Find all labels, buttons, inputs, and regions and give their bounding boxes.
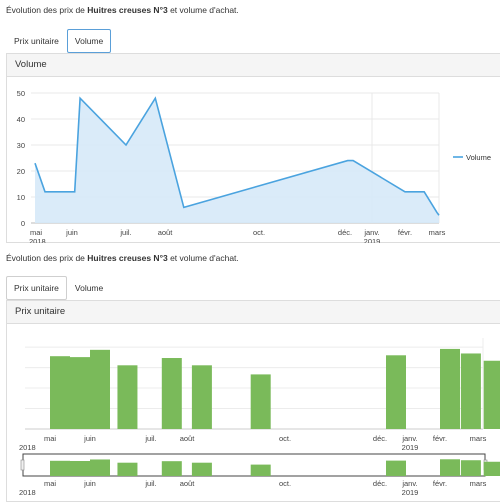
navigator-tick-label: juil.	[144, 479, 156, 488]
y-tick-label: 50	[17, 89, 25, 98]
navigator-bar	[250, 464, 271, 476]
year-label: 2019	[364, 237, 381, 243]
year-label: 2018	[19, 443, 36, 452]
year-label: 2018	[29, 237, 46, 243]
panel-title: Prix unitaire	[7, 301, 500, 324]
x-tick-label: juil.	[144, 434, 156, 443]
y-tick-label: 30	[17, 141, 25, 150]
chart-caption: Évolution des prix de Huitres creuses N°…	[6, 5, 239, 15]
tab-prix-unitaire[interactable]: Prix unitaire	[6, 276, 67, 300]
navigator-bar	[440, 459, 460, 476]
volume-line	[34, 96, 440, 216]
tab-prix-unitaire[interactable]: Prix unitaire	[14, 36, 59, 46]
chart-tabs: Prix unitaire Volume	[6, 29, 112, 53]
tab-volume[interactable]: Volume	[66, 29, 112, 53]
navigator-tick-label: mars	[470, 479, 487, 488]
navigator-tick-label: déc.	[373, 479, 387, 488]
navigator-bar	[460, 460, 481, 476]
panel-title: Volume	[7, 54, 500, 77]
volume-chart: 0 10 20 30 40 50 mai juin juil. août oct. déc. janv.…	[17, 89, 491, 243]
x-tick-label: déc.	[338, 228, 352, 237]
x-tick-label: août	[158, 228, 174, 237]
price-chart: mai juin juil. août oct. déc. janv. févr. mars 20…	[19, 338, 500, 497]
y-tick-label: 0	[21, 219, 25, 228]
y-tick-label: 10	[17, 193, 25, 202]
price-bar	[50, 356, 70, 429]
navigator-bar	[90, 459, 110, 476]
navigator-tick-label: janv.	[401, 479, 417, 488]
navigator-tick-label: févr.	[433, 479, 447, 488]
price-bar	[90, 349, 110, 429]
price-bar	[483, 360, 500, 429]
navigator-tick-label: oct.	[279, 479, 291, 488]
x-tick-label: oct.	[279, 434, 291, 443]
price-bar	[440, 348, 460, 429]
navigator-bar	[117, 462, 138, 476]
chart-tabs: Prix unitaire Volume	[6, 276, 111, 300]
chart-caption: Évolution des prix de Huitres creuses N°…	[6, 253, 239, 263]
x-tick-label: oct.	[253, 228, 265, 237]
price-bar	[386, 355, 406, 429]
x-tick-label: déc.	[373, 434, 387, 443]
x-tick-label: mai	[30, 228, 42, 237]
price-bar	[250, 374, 271, 429]
navigator-bar	[386, 460, 406, 476]
x-tick-label: juin	[83, 434, 96, 443]
navigator-bar	[70, 460, 90, 476]
legend-label: Volume	[466, 153, 491, 162]
price-bar	[70, 357, 90, 429]
x-tick-label: août	[180, 434, 196, 443]
volume-panel: Volume 0 10 20 30 40 50 mai juin juil. août oct. dé…	[6, 53, 500, 243]
y-tick-label: 40	[17, 115, 25, 124]
x-tick-label: févr.	[398, 228, 412, 237]
year-label: 2018	[19, 488, 36, 497]
y-tick-label: 20	[17, 167, 25, 176]
navigator-tick-label: juin	[83, 479, 96, 488]
navigator-bar	[161, 461, 182, 476]
volume-area	[35, 98, 439, 223]
price-panel: Prix unitaire mai juin juil. août oct. déc. ja…	[6, 300, 500, 502]
x-tick-label: janv.	[363, 228, 379, 237]
year-label: 2019	[402, 443, 419, 452]
price-bar	[460, 353, 481, 429]
price-bar	[191, 365, 212, 429]
price-bar	[161, 358, 182, 429]
x-tick-label: janv.	[401, 434, 417, 443]
x-tick-label: mai	[44, 434, 56, 443]
navigator-tick-label: août	[180, 479, 196, 488]
x-tick-label: juin	[65, 228, 78, 237]
navigator-handle-left	[20, 459, 25, 471]
navigator-tick-label: mai	[44, 479, 56, 488]
price-bar	[117, 365, 138, 429]
x-tick-label: mars	[470, 434, 487, 443]
x-tick-label: juil.	[119, 228, 131, 237]
x-tick-label: mars	[429, 228, 446, 237]
navigator-bar	[191, 462, 212, 476]
x-tick-label: févr.	[433, 434, 447, 443]
tab-volume[interactable]: Volume	[74, 283, 104, 293]
navigator-bar	[483, 461, 500, 476]
year-label: 2019	[402, 488, 419, 497]
navigator-bar	[50, 460, 70, 476]
